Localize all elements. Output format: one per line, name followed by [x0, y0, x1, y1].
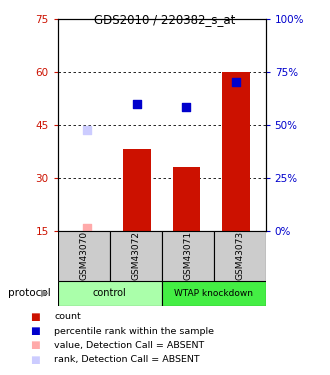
Text: WTAP knockdown: WTAP knockdown: [174, 289, 253, 298]
Text: ■: ■: [30, 340, 40, 350]
Text: control: control: [93, 288, 127, 298]
Bar: [214, 231, 266, 281]
Bar: [162, 281, 266, 306]
Point: [134, 100, 140, 106]
Text: ■: ■: [30, 326, 40, 336]
Bar: [222, 72, 249, 231]
Text: ■: ■: [30, 312, 40, 322]
Bar: [162, 231, 214, 281]
Text: GSM43072: GSM43072: [131, 231, 140, 280]
Text: value, Detection Call = ABSENT: value, Detection Call = ABSENT: [54, 341, 205, 350]
Text: GDS2010 / 220382_s_at: GDS2010 / 220382_s_at: [94, 13, 236, 26]
Point: [184, 104, 189, 110]
Text: count: count: [54, 312, 81, 321]
Text: GSM43071: GSM43071: [183, 231, 192, 280]
Text: GSM43070: GSM43070: [79, 231, 88, 280]
Text: GSM43073: GSM43073: [235, 231, 244, 280]
Point: [85, 127, 90, 133]
Text: percentile rank within the sample: percentile rank within the sample: [54, 327, 214, 336]
Text: rank, Detection Call = ABSENT: rank, Detection Call = ABSENT: [54, 355, 200, 364]
Bar: [123, 149, 150, 231]
Text: ▶: ▶: [41, 288, 49, 298]
Bar: [58, 281, 162, 306]
Point: [233, 80, 239, 86]
Bar: [58, 231, 110, 281]
Bar: [110, 231, 162, 281]
Text: ■: ■: [30, 355, 40, 364]
Point: [85, 225, 90, 231]
Bar: [173, 167, 200, 231]
Text: protocol: protocol: [8, 288, 51, 298]
